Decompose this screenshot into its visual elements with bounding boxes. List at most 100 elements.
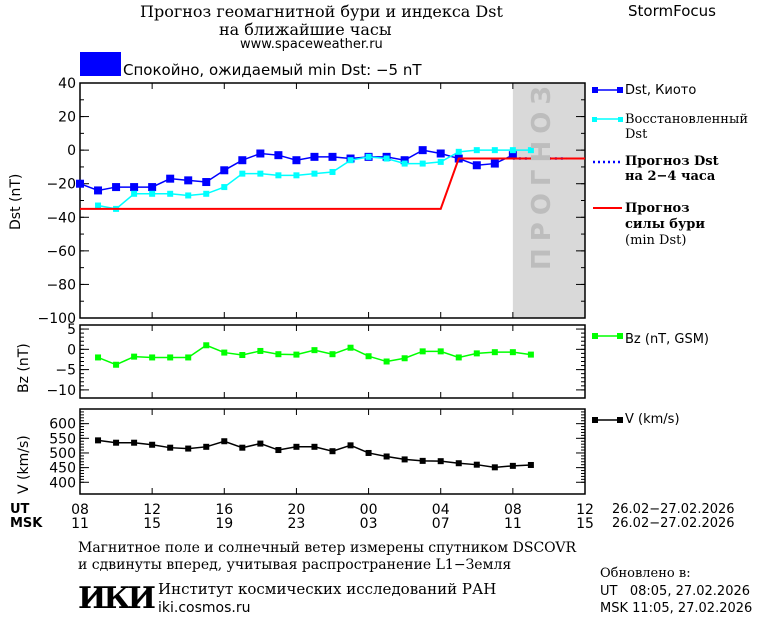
- legend-bz-marker: [592, 333, 598, 339]
- legend-dst-forecast-line1: Прогноз Dst: [625, 154, 719, 169]
- data-point: [238, 156, 247, 165]
- forecast-zone-label: ПРОГНОЗ: [527, 79, 557, 270]
- data-point: [436, 149, 445, 158]
- data-point: [455, 148, 462, 155]
- data-point: [239, 444, 246, 451]
- website-link[interactable]: www.spaceweather.ru: [240, 37, 383, 52]
- y-tick-label: 600: [49, 417, 76, 433]
- y-tick-label: 0: [67, 342, 76, 358]
- data-point: [130, 183, 139, 192]
- ut-tick-label: 12: [576, 502, 594, 518]
- legend-dst-restored-marker: [618, 117, 623, 122]
- data-point: [94, 186, 103, 195]
- y-tick-label: 0: [67, 143, 76, 159]
- legend-dst-forecast-line2: на 2−4 часа: [625, 169, 716, 184]
- data-point: [275, 447, 282, 454]
- data-point: [149, 441, 156, 448]
- data-point: [202, 178, 211, 187]
- data-point: [220, 166, 229, 175]
- data-point: [112, 183, 121, 192]
- data-point: [527, 147, 534, 154]
- data-point: [491, 349, 498, 356]
- data-point: [293, 443, 300, 450]
- v-axis-label: V (km/s): [16, 435, 32, 494]
- data-point: [257, 440, 264, 447]
- msk-tick-label: 19: [215, 516, 233, 532]
- chart-subtitle: на ближайшие часы: [219, 20, 392, 39]
- legend-bz-marker: [617, 333, 623, 339]
- data-point: [203, 342, 210, 349]
- y-tick-label: 5: [67, 322, 76, 338]
- data-point: [239, 170, 246, 177]
- msk-tick-label: 07: [432, 516, 450, 532]
- msk-tick-label: 15: [143, 516, 161, 532]
- data-point: [347, 442, 354, 449]
- institute-url[interactable]: iki.cosmos.ru: [158, 600, 251, 616]
- chart-title: Прогноз геомагнитной бури и индекса Dst: [140, 2, 503, 21]
- brand-label: StormFocus: [628, 2, 716, 20]
- data-point: [347, 344, 354, 351]
- panel-frame: [79, 324, 586, 399]
- data-point: [95, 354, 102, 361]
- data-point: [383, 453, 390, 460]
- data-point: [256, 149, 265, 158]
- legend-dst-restored-line2: Dst: [625, 127, 648, 142]
- data-point: [383, 155, 390, 162]
- msk-tick-label: 11: [504, 516, 522, 532]
- data-point: [419, 160, 426, 167]
- data-point: [455, 460, 462, 467]
- data-point: [383, 358, 390, 365]
- y-tick-label: −20: [46, 177, 76, 193]
- data-point: [491, 464, 498, 471]
- data-point: [365, 449, 372, 456]
- panel-frame: [79, 408, 586, 495]
- legend-storm-forecast-line1: Прогноз: [625, 201, 690, 216]
- ut-tick-label: 08: [71, 502, 89, 518]
- data-point: [401, 160, 408, 167]
- data-point: [401, 456, 408, 463]
- legend-dst-kyoto: Dst, Киото: [625, 83, 697, 98]
- data-point: [185, 354, 192, 361]
- ut-tick-label: 08: [504, 502, 522, 518]
- data-point: [311, 170, 318, 177]
- footer-note-line1: Магнитное поле и солнечный ветер измерен…: [78, 540, 577, 556]
- data-point: [131, 353, 138, 360]
- panel-frame: [79, 82, 586, 319]
- status-text: Спокойно, ожидаемый min Dst: −5 nT: [123, 61, 422, 79]
- data-point: [203, 190, 210, 197]
- data-point: [113, 439, 120, 446]
- msk-tick-label: 23: [288, 516, 306, 532]
- data-point: [292, 156, 301, 165]
- updated-ut: UT 08:05, 27.02.2026: [600, 584, 751, 599]
- data-point: [293, 351, 300, 358]
- y-tick-label: 40: [58, 76, 76, 92]
- updated-label: Обновлено в:: [600, 566, 691, 581]
- data-point: [221, 438, 228, 445]
- y-tick-label: −100: [38, 311, 76, 327]
- data-point: [293, 172, 300, 179]
- data-point: [490, 159, 499, 168]
- legend-dst-restored: Восстановленный Dst: [625, 112, 748, 142]
- data-point: [508, 151, 517, 160]
- data-point: [400, 156, 409, 165]
- data-point: [311, 347, 318, 354]
- iki-logo: ИКИ: [78, 581, 156, 616]
- data-point: [472, 161, 481, 170]
- msk-tick-label: 11: [71, 516, 89, 532]
- y-tick-label: −80: [46, 277, 76, 293]
- y-tick-label: 400: [49, 475, 76, 491]
- series-line: [79, 149, 514, 192]
- data-point: [275, 172, 282, 179]
- y-tick-label: −40: [46, 210, 76, 226]
- data-point: [365, 353, 372, 360]
- data-point: [455, 354, 462, 361]
- data-point: [473, 147, 480, 154]
- data-point: [437, 348, 444, 355]
- data-point: [221, 349, 228, 356]
- y-tick-label: −10: [46, 383, 76, 399]
- legend-dst-kyoto-marker: [617, 87, 623, 93]
- ut-tick-label: 16: [215, 502, 233, 518]
- msk-date-range: 26.02−27.02.2026: [612, 516, 735, 531]
- legend-storm-forecast: Прогноз силы бури (min Dst): [625, 201, 705, 249]
- data-point: [239, 352, 246, 359]
